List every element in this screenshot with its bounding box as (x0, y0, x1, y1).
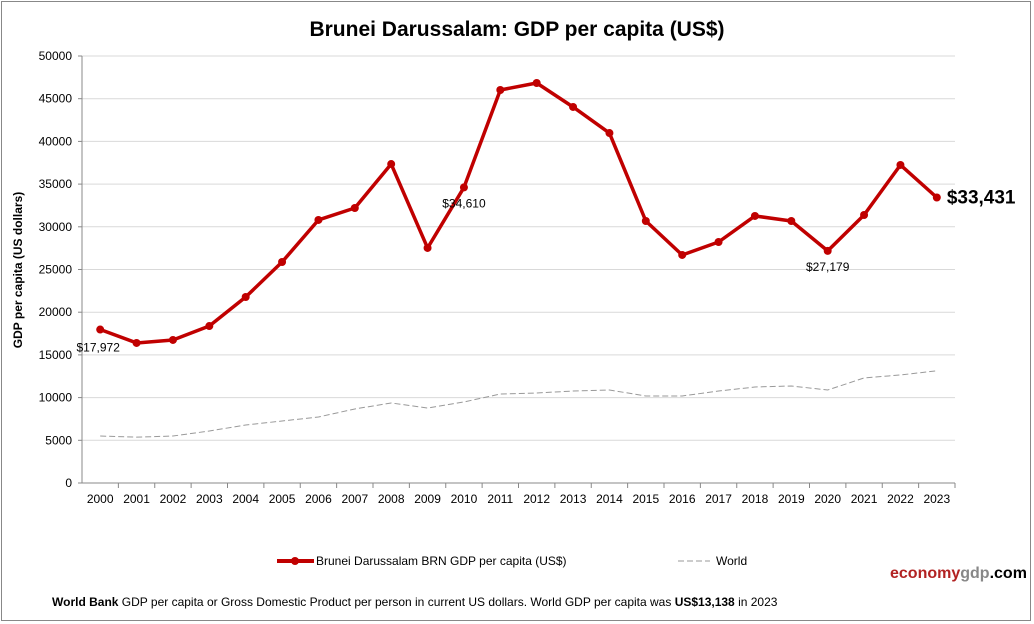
x-tick-label: 2007 (341, 492, 368, 506)
x-tick-label: 2016 (669, 492, 696, 506)
data-point-brunei (350, 204, 359, 213)
y-tick-label: 15000 (39, 348, 73, 362)
x-tick-label: 2006 (305, 492, 332, 506)
x-tick-label: 2013 (560, 492, 587, 506)
data-point-brunei (896, 160, 905, 169)
footer-world-value: US$13,138 (674, 595, 735, 609)
data-point-brunei (314, 215, 323, 224)
data-point-brunei (787, 216, 796, 225)
data-point-brunei (860, 211, 869, 220)
data-point-brunei (569, 102, 578, 111)
y-axis-label: GDP per capita (US dollars) (11, 192, 25, 349)
data-label: $34,610 (442, 196, 486, 210)
x-tick-label: 2001 (123, 492, 150, 506)
series-line-brunei (99, 81, 938, 345)
brand-part1: economy (890, 565, 961, 582)
data-point-brunei (205, 322, 214, 331)
data-point-brunei (241, 292, 250, 301)
data-label: $33,431 (947, 187, 1016, 208)
y-tick-label: 20000 (39, 305, 73, 319)
data-point-brunei (532, 78, 541, 87)
y-tick-label: 35000 (39, 177, 73, 191)
footer-text: GDP per capita or Gross Domestic Product… (118, 595, 675, 609)
series-line-world (100, 370, 937, 438)
x-tick-label: 2000 (87, 492, 114, 506)
x-tick-label: 2021 (851, 492, 878, 506)
y-tick-label: 45000 (39, 92, 73, 106)
brand-part3: .com (989, 565, 1027, 582)
x-tick-label: 2008 (378, 492, 405, 506)
y-tick-label: 25000 (39, 263, 73, 277)
x-tick-label: 2019 (778, 492, 805, 506)
chart-title: Brunei Darussalam: GDP per capita (US$) (309, 18, 724, 41)
y-tick-label: 5000 (45, 433, 72, 447)
data-point-brunei (605, 129, 614, 138)
brand-logo[interactable]: economygdp.com (890, 565, 1027, 583)
footer-note: World Bank GDP per capita or Gross Domes… (52, 595, 777, 609)
x-tick-label: 2012 (523, 492, 550, 506)
x-tick-label: 2003 (196, 492, 223, 506)
data-point-brunei (641, 216, 650, 225)
x-tick-label: 2014 (596, 492, 623, 506)
data-point-brunei (423, 243, 432, 252)
data-point-brunei (496, 85, 505, 94)
data-point-brunei (278, 257, 287, 266)
data-point-brunei (132, 338, 141, 347)
x-tick-label: 2015 (632, 492, 659, 506)
footer-source: World Bank (52, 595, 119, 609)
data-point-brunei (823, 246, 832, 255)
legend-label-brunei: Brunei Darussalam BRN GDP per capita (US… (316, 554, 567, 568)
x-tick-label: 2020 (814, 492, 841, 506)
x-tick-label: 2023 (923, 492, 950, 506)
data-label: $17,972 (76, 341, 120, 355)
x-tick-label: 2009 (414, 492, 441, 506)
legend-label-world: World (716, 554, 747, 568)
data-point-brunei (387, 160, 396, 169)
data-point-brunei (750, 211, 759, 220)
y-tick-label: 50000 (39, 49, 73, 63)
data-point-brunei (96, 325, 105, 334)
x-tick-label: 2004 (232, 492, 259, 506)
legend-marker-brunei (291, 557, 299, 565)
data-point-brunei (459, 183, 468, 192)
y-tick-label: 0 (65, 476, 72, 490)
footer-suffix: in 2023 (734, 595, 778, 609)
y-tick-label: 10000 (39, 391, 73, 405)
x-tick-label: 2018 (742, 492, 769, 506)
x-tick-label: 2005 (269, 492, 296, 506)
x-tick-label: 2017 (705, 492, 732, 506)
x-tick-label: 2022 (887, 492, 914, 506)
y-tick-label: 30000 (39, 220, 73, 234)
x-tick-label: 2002 (160, 492, 187, 506)
brand-part2: gdp (960, 565, 990, 582)
x-tick-label: 2011 (487, 492, 513, 506)
data-point-brunei (932, 193, 941, 202)
data-point-brunei (168, 335, 177, 344)
data-point-brunei (714, 238, 723, 247)
x-tick-label: 2010 (451, 492, 478, 506)
y-tick-label: 40000 (39, 134, 73, 148)
data-point-brunei (678, 250, 687, 259)
data-label: $27,179 (806, 260, 850, 274)
